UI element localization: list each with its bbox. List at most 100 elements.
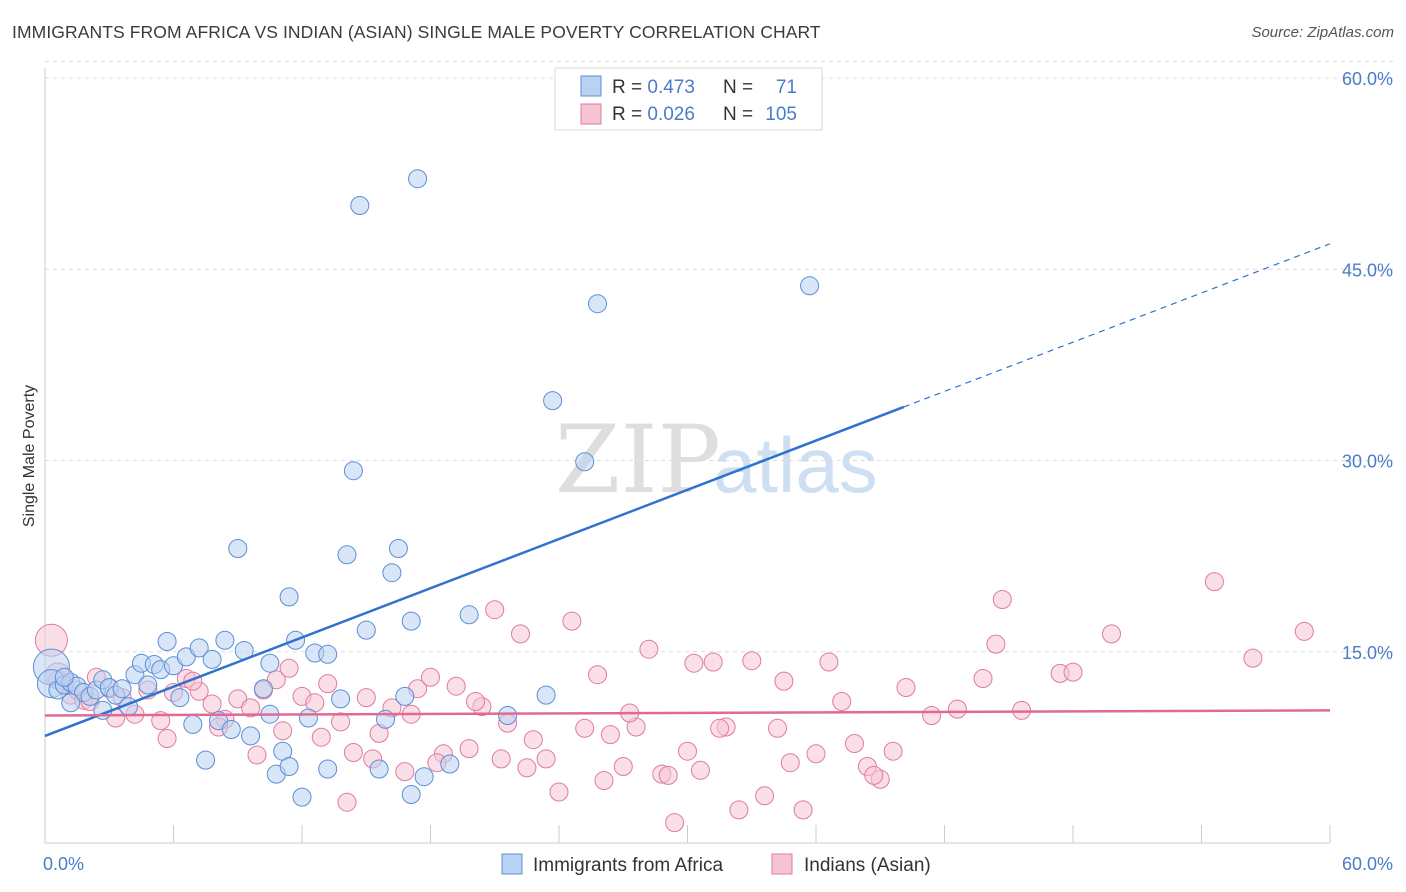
data-point-indian xyxy=(549,782,569,802)
data-point-indian xyxy=(343,743,363,762)
data-point-indian xyxy=(896,678,916,697)
data-point-africa xyxy=(369,759,389,779)
data-point-africa xyxy=(543,391,563,411)
x-tick-label: 0.0% xyxy=(43,854,84,874)
data-point-indian xyxy=(446,676,466,696)
legend-r-label: R = xyxy=(612,77,647,98)
data-point-indian xyxy=(639,639,659,659)
data-point-africa xyxy=(401,611,421,631)
data-point-indian xyxy=(710,718,730,738)
data-point-indian xyxy=(658,765,678,785)
data-point-indian xyxy=(311,727,331,747)
data-point-africa xyxy=(414,767,434,787)
axes xyxy=(44,68,1331,844)
watermark: ZIP atlas xyxy=(555,406,878,515)
data-point-indian xyxy=(768,718,787,738)
data-point-indian xyxy=(466,692,485,711)
data-point-indian xyxy=(793,800,813,820)
data-point-africa xyxy=(228,539,248,558)
data-point-indian xyxy=(819,652,839,672)
y-tick-label: 45.0% xyxy=(1342,260,1393,280)
data-point-indian xyxy=(157,729,177,748)
data-point-indian xyxy=(279,658,299,678)
data-point-africa xyxy=(575,452,595,472)
data-point-indian xyxy=(729,800,749,820)
data-point-africa xyxy=(337,545,357,565)
legend: R = 0.473 N = 71 R = 0.026 N = 105 xyxy=(554,67,823,131)
data-point-indian xyxy=(1204,572,1224,592)
data-point-africa xyxy=(176,647,196,667)
series-immigrants-from-africa xyxy=(32,169,820,807)
data-point-indian xyxy=(986,634,1006,654)
svg-text:R = 0.473: R = 0.473 xyxy=(612,77,695,98)
data-point-indian xyxy=(517,758,537,778)
data-point-africa xyxy=(440,754,460,774)
legend-swatch-pink xyxy=(580,103,602,125)
y-tick-labels: 15.0% 30.0% 45.0% 60.0% xyxy=(1342,69,1393,663)
data-point-africa xyxy=(318,759,338,779)
data-point-africa xyxy=(800,276,820,296)
bottom-legend-swatch-blue xyxy=(501,853,523,875)
legend-swatch-blue xyxy=(580,75,602,97)
data-point-africa xyxy=(112,679,132,699)
data-point-indian xyxy=(1063,662,1083,682)
data-point-indian xyxy=(806,744,826,764)
data-point-indian xyxy=(575,718,595,738)
data-point-africa xyxy=(279,587,299,607)
data-point-indian xyxy=(337,792,357,812)
data-point-indian xyxy=(1102,624,1121,644)
data-point-africa xyxy=(61,693,81,713)
grid-lines xyxy=(45,60,1395,653)
data-point-indian xyxy=(690,760,710,780)
data-point-indian xyxy=(1294,621,1314,641)
data-point-indian xyxy=(241,698,261,718)
data-point-africa xyxy=(138,675,158,695)
data-point-africa xyxy=(196,750,216,770)
data-point-africa xyxy=(498,706,518,725)
watermark-atlas: atlas xyxy=(713,421,878,509)
svg-text:N =: N = xyxy=(723,77,753,98)
data-point-africa xyxy=(459,605,479,625)
legend-n-value: 105 xyxy=(765,104,797,125)
data-point-indian xyxy=(1243,648,1263,668)
data-point-africa xyxy=(170,688,190,708)
data-point-indian xyxy=(613,757,633,776)
data-point-africa xyxy=(401,785,421,804)
bottom-legend-label-blue: Immigrants from Africa xyxy=(533,855,723,876)
y-tick-label: 60.0% xyxy=(1342,69,1393,89)
data-point-africa xyxy=(388,539,408,558)
trend-lines xyxy=(44,243,1331,738)
data-point-africa xyxy=(183,714,203,734)
data-point-indian xyxy=(247,745,267,765)
data-point-indian xyxy=(491,749,511,769)
data-point-indian xyxy=(331,712,351,732)
trend-line-africa-extension xyxy=(903,243,1331,408)
data-point-indian xyxy=(992,590,1012,609)
data-point-africa xyxy=(588,294,607,314)
bottom-legend-swatch-pink xyxy=(771,853,793,875)
data-point-africa xyxy=(202,649,222,669)
legend-r-value: 0.026 xyxy=(647,104,695,125)
data-point-indian xyxy=(356,688,376,708)
data-point-africa xyxy=(260,653,280,673)
data-point-indian xyxy=(703,652,723,672)
y-tick-label: 30.0% xyxy=(1342,452,1393,472)
data-point-africa xyxy=(215,630,235,650)
data-point-indian xyxy=(562,611,582,631)
svg-text:N =: N = xyxy=(723,104,753,125)
data-point-indian xyxy=(485,600,505,620)
data-point-indian xyxy=(755,786,775,806)
data-point-africa xyxy=(221,720,241,739)
data-point-africa xyxy=(343,461,363,481)
legend-n-value: 71 xyxy=(776,77,797,98)
data-point-africa xyxy=(279,757,299,776)
data-point-africa xyxy=(536,685,556,705)
data-point-africa xyxy=(356,620,376,640)
data-point-indian xyxy=(883,741,903,761)
data-point-indian xyxy=(665,813,685,833)
data-point-indian xyxy=(536,749,556,769)
data-point-indian xyxy=(511,624,530,644)
data-point-indian xyxy=(684,653,704,673)
data-point-indian xyxy=(845,734,864,753)
